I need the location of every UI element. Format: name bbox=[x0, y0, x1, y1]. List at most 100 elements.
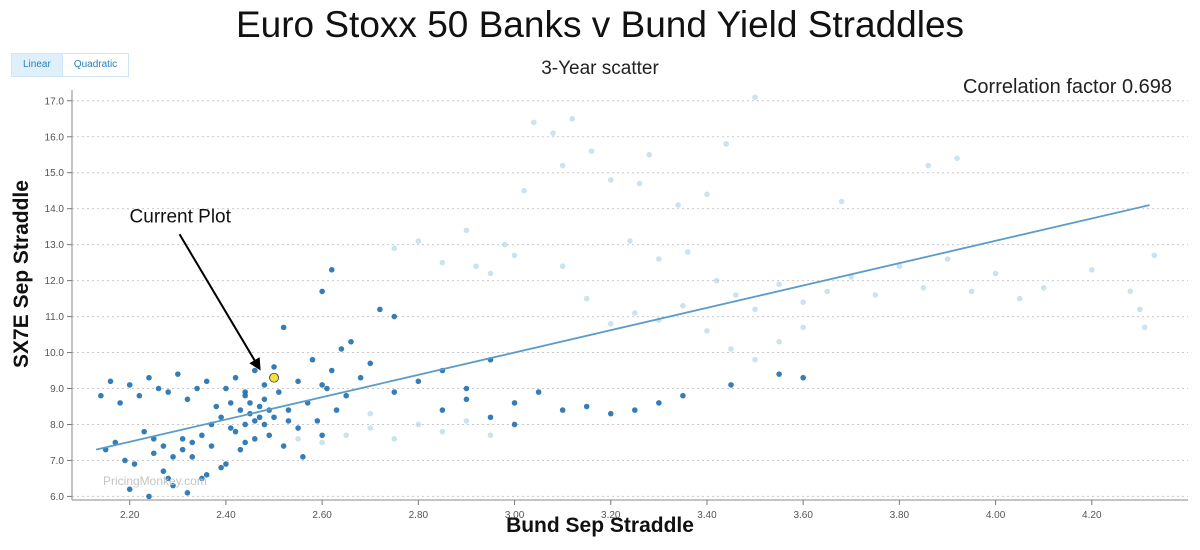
scatter-point bbox=[944, 256, 951, 262]
y-tick-label: 10.0 bbox=[45, 348, 65, 359]
x-tick-label: 3.00 bbox=[505, 510, 525, 521]
scatter-point bbox=[1151, 252, 1158, 259]
quadratic-button[interactable]: Quadratic bbox=[62, 54, 129, 76]
scatter-point bbox=[189, 439, 196, 446]
scatter-point bbox=[136, 392, 143, 399]
scatter-point bbox=[227, 425, 234, 431]
scatter-point bbox=[925, 162, 932, 169]
scatter-point bbox=[1016, 295, 1023, 302]
scatter-point bbox=[117, 400, 123, 406]
scatter-point bbox=[838, 198, 845, 205]
scatter-point bbox=[324, 385, 330, 392]
y-tick-label: 7.0 bbox=[50, 456, 64, 467]
scatter-point bbox=[752, 94, 758, 100]
scatter-point bbox=[367, 425, 374, 431]
scatter-point bbox=[232, 428, 239, 435]
scatter-point bbox=[213, 403, 220, 410]
scatter-point bbox=[800, 299, 806, 305]
scatter-point bbox=[1088, 267, 1095, 273]
scatter-point bbox=[271, 414, 277, 421]
x-axis-label: Bund Sep Straddle bbox=[506, 514, 694, 537]
scatter-point bbox=[295, 436, 301, 442]
scatter-point bbox=[237, 446, 244, 453]
scatter-point bbox=[800, 374, 806, 381]
scatter-point bbox=[223, 385, 229, 392]
scatter-point bbox=[896, 263, 903, 270]
scatter-point bbox=[261, 421, 268, 428]
y-tick-label: 15.0 bbox=[45, 168, 65, 179]
scatter-point bbox=[776, 281, 782, 288]
scatter-point bbox=[237, 407, 244, 413]
x-tick-label: 3.40 bbox=[697, 510, 717, 521]
scatter-point bbox=[728, 346, 734, 352]
scatter-point bbox=[126, 382, 133, 388]
scatter-point bbox=[728, 382, 734, 388]
scatter-point bbox=[280, 324, 287, 331]
scatter-point bbox=[607, 177, 614, 183]
y-tick-label: 11.0 bbox=[45, 312, 64, 323]
scatter-point bbox=[487, 432, 494, 439]
scatter-point bbox=[179, 446, 186, 453]
scatter-point bbox=[150, 450, 157, 457]
scatter-point bbox=[251, 418, 258, 424]
scatter-point bbox=[141, 428, 147, 435]
scatter-point bbox=[559, 263, 566, 270]
scatter-point bbox=[607, 320, 614, 327]
x-tick-label: 3.60 bbox=[793, 510, 813, 521]
scatter-point bbox=[112, 439, 119, 446]
trend-line bbox=[95, 204, 1150, 451]
scatter-point bbox=[824, 288, 831, 295]
scatter-point bbox=[583, 295, 590, 302]
scatter-point bbox=[199, 432, 205, 439]
scatter-point bbox=[242, 392, 248, 399]
scatter-point bbox=[165, 475, 172, 482]
annotation-arrow bbox=[178, 233, 261, 371]
scatter-point bbox=[1141, 324, 1148, 331]
scatter-point bbox=[463, 396, 470, 403]
scatter-point bbox=[160, 443, 167, 449]
scatter-point bbox=[218, 464, 224, 471]
scatter-point bbox=[328, 367, 335, 374]
scatter-point bbox=[126, 486, 133, 493]
scatter-point bbox=[377, 306, 383, 313]
scatter-point bbox=[175, 371, 181, 377]
scatter-point bbox=[184, 490, 191, 496]
scatter-point bbox=[391, 389, 398, 395]
scatter-point bbox=[261, 396, 268, 403]
scatter-point bbox=[583, 403, 590, 410]
scatter-point bbox=[165, 389, 172, 395]
scatter-point bbox=[391, 313, 398, 320]
current-point bbox=[269, 372, 279, 383]
scatter-point bbox=[285, 407, 292, 413]
scatter-point bbox=[208, 443, 215, 449]
x-tick-label: 3.20 bbox=[601, 510, 621, 521]
scatter-point bbox=[680, 302, 686, 309]
scatter-point bbox=[146, 493, 152, 500]
scatter-point bbox=[155, 385, 162, 392]
scatter-point bbox=[733, 292, 739, 298]
scatter-point bbox=[251, 367, 258, 374]
scatter-point bbox=[723, 141, 730, 147]
scatter-point bbox=[295, 425, 301, 431]
scatter-point bbox=[367, 360, 374, 367]
scatter-point bbox=[627, 238, 633, 244]
linear-button[interactable]: Linear bbox=[12, 54, 63, 76]
scatter-point bbox=[752, 306, 758, 313]
grid-lines bbox=[72, 100, 1188, 497]
scatter-point bbox=[521, 187, 527, 194]
scatter-point bbox=[636, 180, 643, 187]
scatter-point bbox=[194, 385, 200, 392]
x-tick-label: 3.80 bbox=[890, 510, 910, 521]
overlay: Current Plot bbox=[95, 204, 1150, 451]
scatter-point bbox=[463, 418, 470, 424]
scatter-point bbox=[333, 407, 340, 413]
scatter-point bbox=[328, 267, 335, 273]
scatter-point bbox=[256, 414, 263, 421]
scatter-point bbox=[319, 439, 325, 446]
y-tick-label: 14.0 bbox=[45, 204, 65, 215]
scatter-point bbox=[872, 292, 879, 298]
scatter-point bbox=[295, 378, 301, 385]
scatter-point bbox=[463, 227, 470, 234]
scatter-point bbox=[199, 475, 205, 482]
